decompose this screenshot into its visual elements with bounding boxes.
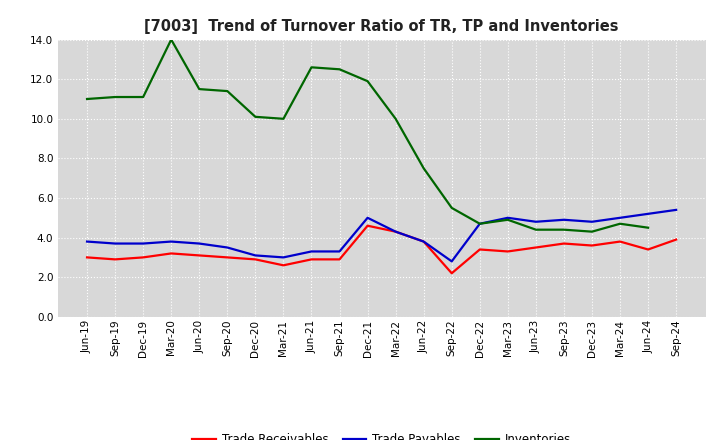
Trade Receivables — [167, 251, 176, 256]
Trade Payables — [559, 217, 568, 222]
Trade Receivables — [251, 257, 260, 262]
Trade Receivables — [279, 263, 288, 268]
Trade Receivables — [307, 257, 316, 262]
Inventories — [307, 65, 316, 70]
Inventories — [391, 116, 400, 121]
Inventories — [83, 96, 91, 102]
Trade Receivables — [336, 257, 344, 262]
Trade Receivables — [419, 239, 428, 244]
Trade Payables — [139, 241, 148, 246]
Legend: Trade Receivables, Trade Payables, Inventories: Trade Receivables, Trade Payables, Inven… — [188, 428, 575, 440]
Inventories — [336, 66, 344, 72]
Trade Payables — [672, 207, 680, 213]
Title: [7003]  Trend of Turnover Ratio of TR, TP and Inventories: [7003] Trend of Turnover Ratio of TR, TP… — [144, 19, 619, 34]
Inventories — [588, 229, 596, 234]
Inventories — [531, 227, 540, 232]
Trade Payables — [503, 215, 512, 220]
Trade Receivables — [391, 229, 400, 234]
Inventories — [195, 86, 204, 92]
Trade Payables — [279, 255, 288, 260]
Trade Payables — [167, 239, 176, 244]
Trade Payables — [364, 215, 372, 220]
Trade Receivables — [616, 239, 624, 244]
Trade Payables — [195, 241, 204, 246]
Trade Payables — [531, 219, 540, 224]
Trade Payables — [419, 239, 428, 244]
Trade Receivables — [644, 247, 652, 252]
Inventories — [475, 221, 484, 226]
Trade Payables — [644, 211, 652, 216]
Inventories — [364, 78, 372, 84]
Trade Receivables — [111, 257, 120, 262]
Trade Receivables — [531, 245, 540, 250]
Inventories — [251, 114, 260, 120]
Trade Payables — [588, 219, 596, 224]
Trade Receivables — [447, 271, 456, 276]
Trade Payables — [391, 229, 400, 234]
Trade Payables — [336, 249, 344, 254]
Inventories — [167, 37, 176, 42]
Line: Inventories: Inventories — [87, 40, 648, 231]
Trade Payables — [83, 239, 91, 244]
Trade Payables — [307, 249, 316, 254]
Trade Receivables — [139, 255, 148, 260]
Line: Trade Payables: Trade Payables — [87, 210, 676, 261]
Inventories — [111, 95, 120, 100]
Inventories — [503, 217, 512, 222]
Trade Payables — [251, 253, 260, 258]
Trade Receivables — [672, 237, 680, 242]
Trade Receivables — [223, 255, 232, 260]
Trade Receivables — [83, 255, 91, 260]
Trade Payables — [475, 221, 484, 226]
Inventories — [139, 95, 148, 100]
Trade Receivables — [364, 223, 372, 228]
Inventories — [223, 88, 232, 94]
Trade Payables — [223, 245, 232, 250]
Inventories — [447, 205, 456, 210]
Inventories — [419, 165, 428, 171]
Line: Trade Receivables: Trade Receivables — [87, 226, 676, 273]
Trade Receivables — [195, 253, 204, 258]
Inventories — [616, 221, 624, 226]
Trade Receivables — [559, 241, 568, 246]
Inventories — [644, 225, 652, 231]
Trade Receivables — [588, 243, 596, 248]
Trade Payables — [447, 259, 456, 264]
Trade Receivables — [503, 249, 512, 254]
Trade Payables — [616, 215, 624, 220]
Inventories — [559, 227, 568, 232]
Inventories — [279, 116, 288, 121]
Trade Payables — [111, 241, 120, 246]
Trade Receivables — [475, 247, 484, 252]
